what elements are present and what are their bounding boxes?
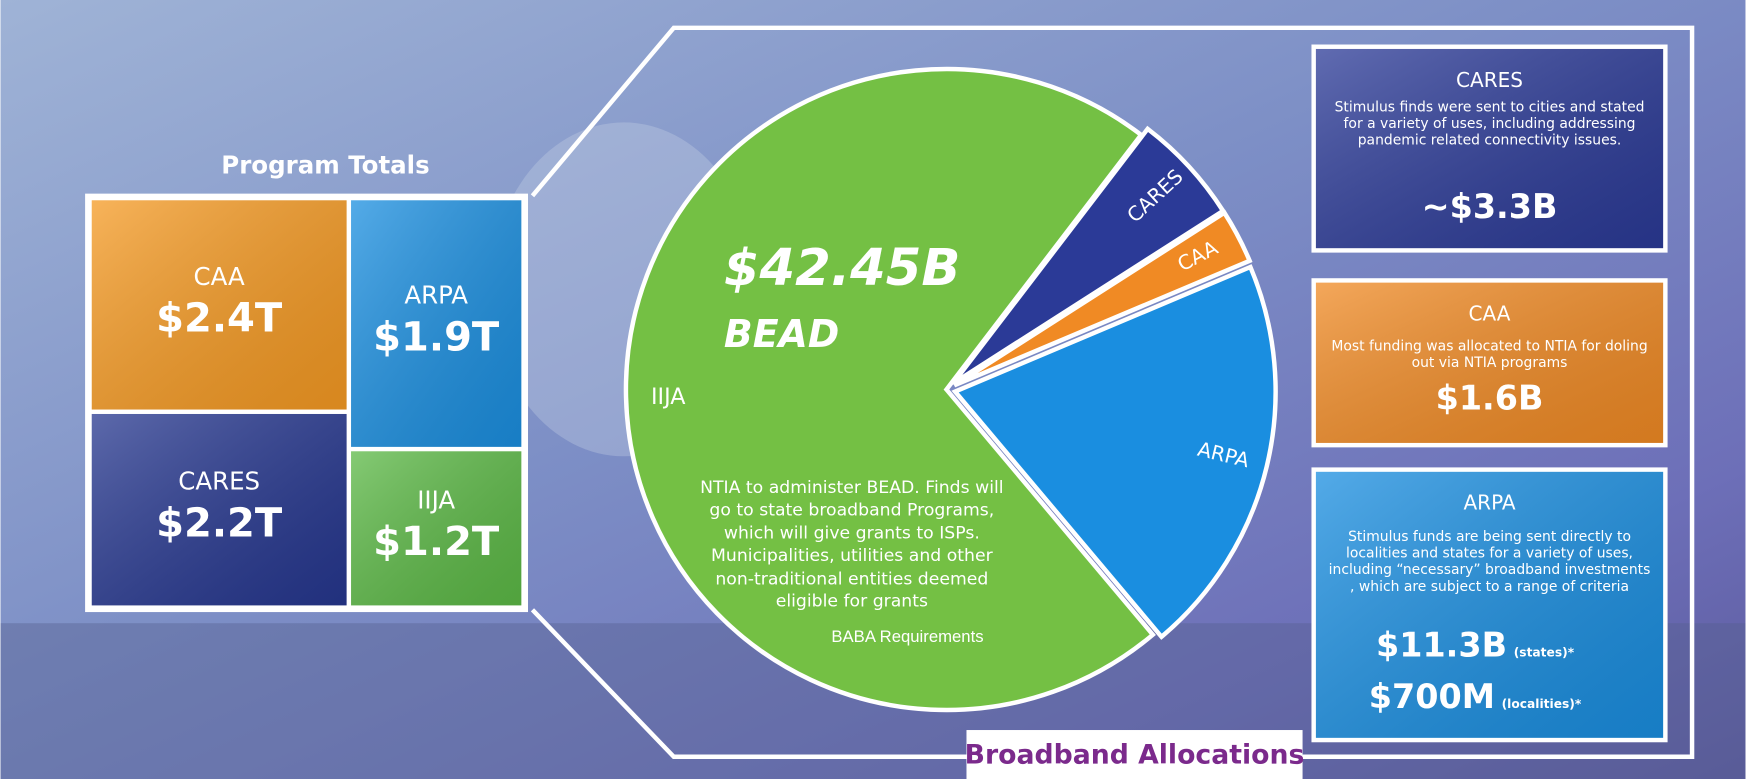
- card-description-box: Most funding was allocated to NTIA for d…: [1331, 337, 1648, 371]
- card-title: ARPA: [1463, 491, 1515, 515]
- card-value-line: $11.3B (states)*: [1376, 626, 1575, 665]
- pie-program: BEAD: [724, 312, 839, 356]
- card-description: Most funding was allocated to NTIA for d…: [1331, 337, 1648, 371]
- program-totals-title: Program Totals: [221, 151, 429, 180]
- card-value: $11.3B: [1376, 626, 1507, 665]
- pie-description-box: NTIA to administer BEAD. Finds will go t…: [700, 477, 1004, 612]
- card-value: ~$3.3B: [1422, 187, 1558, 226]
- card-sheen: [1315, 471, 1664, 738]
- allocations-title-box: [966, 730, 1303, 779]
- card-description: Stimulus funds are being sent directly t…: [1328, 527, 1651, 595]
- treemap-sheen: [351, 200, 522, 447]
- treemap-sheen: [91, 413, 347, 606]
- treemap-name: ARPA: [404, 281, 468, 310]
- treemap-name: CARES: [178, 467, 260, 496]
- card-sheen: [1315, 282, 1664, 443]
- card-title: CAA: [1469, 302, 1511, 326]
- treemap-sheen: [91, 200, 347, 410]
- treemap-value: $2.2T: [156, 500, 283, 546]
- card-qualifier: (localities)*: [1502, 697, 1582, 711]
- pie-slice: [951, 125, 1227, 386]
- card-description-box: Stimulus funds are being sent directly t…: [1328, 527, 1651, 595]
- card-value-line: $1.6B: [1436, 379, 1544, 418]
- slice-label: IIJA: [651, 384, 686, 410]
- card-value-line: ~$3.3B: [1422, 187, 1558, 226]
- treemap-sheen: [351, 451, 522, 606]
- pie-description: NTIA to administer BEAD. Finds will go t…: [700, 477, 1004, 612]
- treemap-name: IIJA: [417, 485, 455, 514]
- card-description-box: Stimulus finds were sent to cities and s…: [1334, 97, 1645, 149]
- treemap-value: $1.2T: [373, 519, 500, 565]
- callout-outline: [530, 25, 1695, 759]
- card-value-line: $700M (localities)*: [1369, 677, 1582, 716]
- card-description: Stimulus finds were sent to cities and s…: [1334, 97, 1645, 149]
- pie-value: $42.45B: [724, 238, 961, 298]
- treemap-value: $2.4T: [156, 296, 283, 342]
- treemap-name: CAA: [194, 262, 246, 291]
- pie-slice: [951, 264, 1278, 640]
- card-sheen: [1315, 48, 1664, 249]
- card-qualifier: (states)*: [1514, 646, 1575, 660]
- pie-slice: [953, 209, 1253, 388]
- pie-slice: [623, 66, 1156, 713]
- callout-outline: [530, 608, 967, 759]
- pie-note: BABA Requirements: [831, 627, 983, 646]
- card-value: $700M: [1369, 677, 1495, 716]
- treemap-value: $1.9T: [373, 314, 500, 360]
- allocations-title: Broadband Allocations: [965, 739, 1305, 770]
- card-title: CARES: [1456, 68, 1523, 92]
- card-value: $1.6B: [1436, 379, 1544, 418]
